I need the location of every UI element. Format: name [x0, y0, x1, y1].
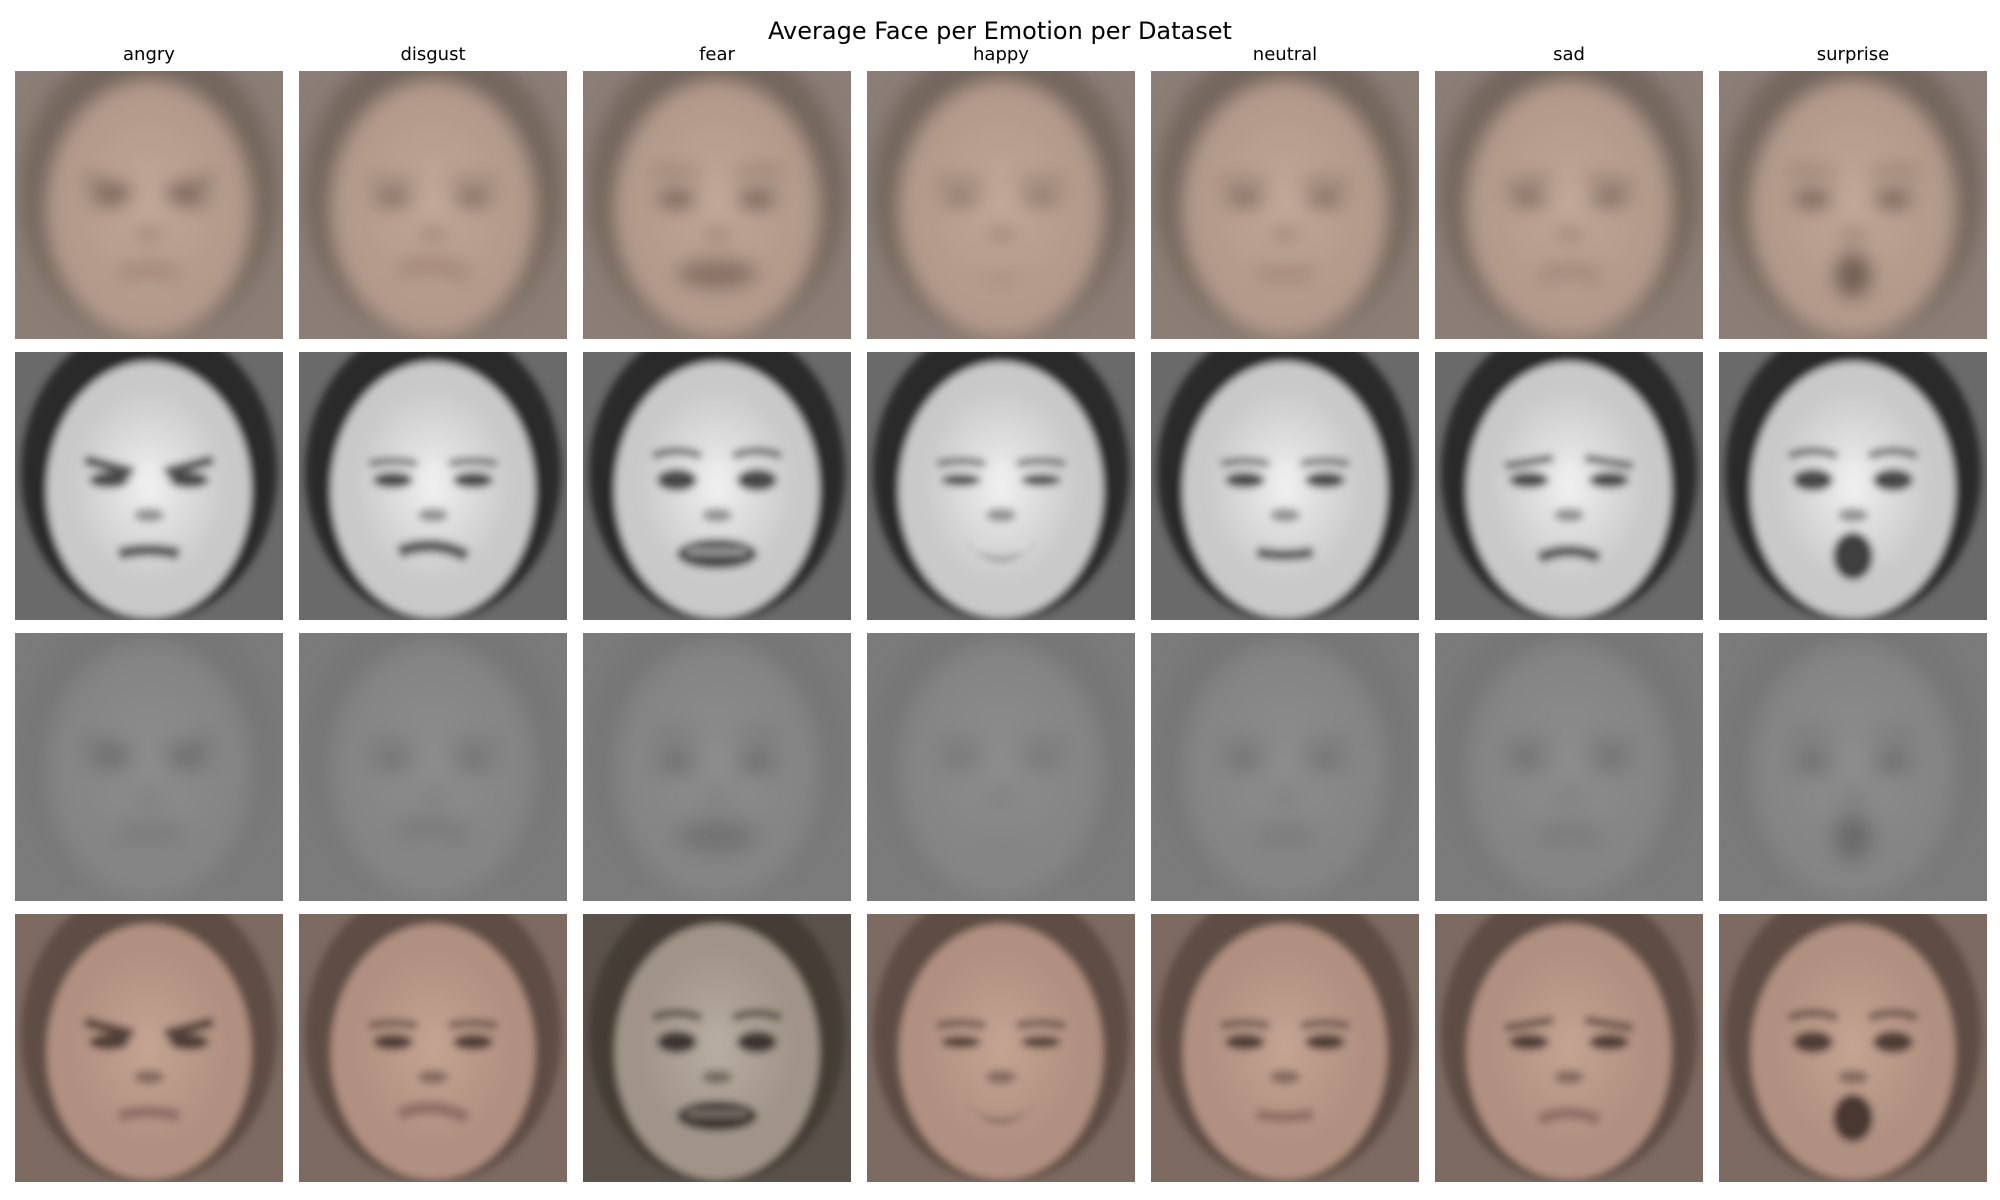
face-image-row4-sad: [1435, 914, 1703, 1182]
face-image-row3-sad: [1435, 633, 1703, 901]
face-image-row3-angry: [15, 633, 283, 901]
face-image-row1-disgust: [299, 71, 567, 339]
face-image-row1-neutral: [1151, 71, 1419, 339]
face-image-row4-angry: [15, 914, 283, 1182]
face-image-row4-disgust: [299, 914, 567, 1182]
column-label-sad: sad: [1553, 44, 1585, 65]
column-label-disgust: disgust: [400, 44, 466, 65]
face-image-row4-happy: [867, 914, 1135, 1182]
face-image-row3-fear: [583, 633, 851, 901]
column-label-happy: happy: [973, 44, 1029, 65]
column-label-angry: angry: [123, 44, 175, 65]
face-image-row4-surprise: [1719, 914, 1987, 1182]
face-image-row2-sad: [1435, 352, 1703, 620]
face-image-row1-sad: [1435, 71, 1703, 339]
face-image-row4-neutral: [1151, 914, 1419, 1182]
face-image-row3-happy: [867, 633, 1135, 901]
face-image-row3-surprise: [1719, 633, 1987, 901]
face-image-row2-angry: [15, 352, 283, 620]
face-image-row1-angry: [15, 71, 283, 339]
face-image-row2-disgust: [299, 352, 567, 620]
face-image-row2-neutral: [1151, 352, 1419, 620]
face-image-row1-happy: [867, 71, 1135, 339]
face-image-row4-fear: [583, 914, 851, 1182]
column-label-neutral: neutral: [1252, 44, 1318, 65]
figure-title: Average Face per Emotion per Dataset: [768, 17, 1232, 45]
face-image-row1-fear: [583, 71, 851, 339]
face-image-row3-neutral: [1151, 633, 1419, 901]
face-image-row2-happy: [867, 352, 1135, 620]
face-image-row2-fear: [583, 352, 851, 620]
column-label-surprise: surprise: [1816, 44, 1890, 65]
column-label-fear: fear: [699, 44, 735, 65]
face-image-row3-disgust: [299, 633, 567, 901]
face-image-row1-surprise: [1719, 71, 1987, 339]
face-image-row2-surprise: [1719, 352, 1987, 620]
